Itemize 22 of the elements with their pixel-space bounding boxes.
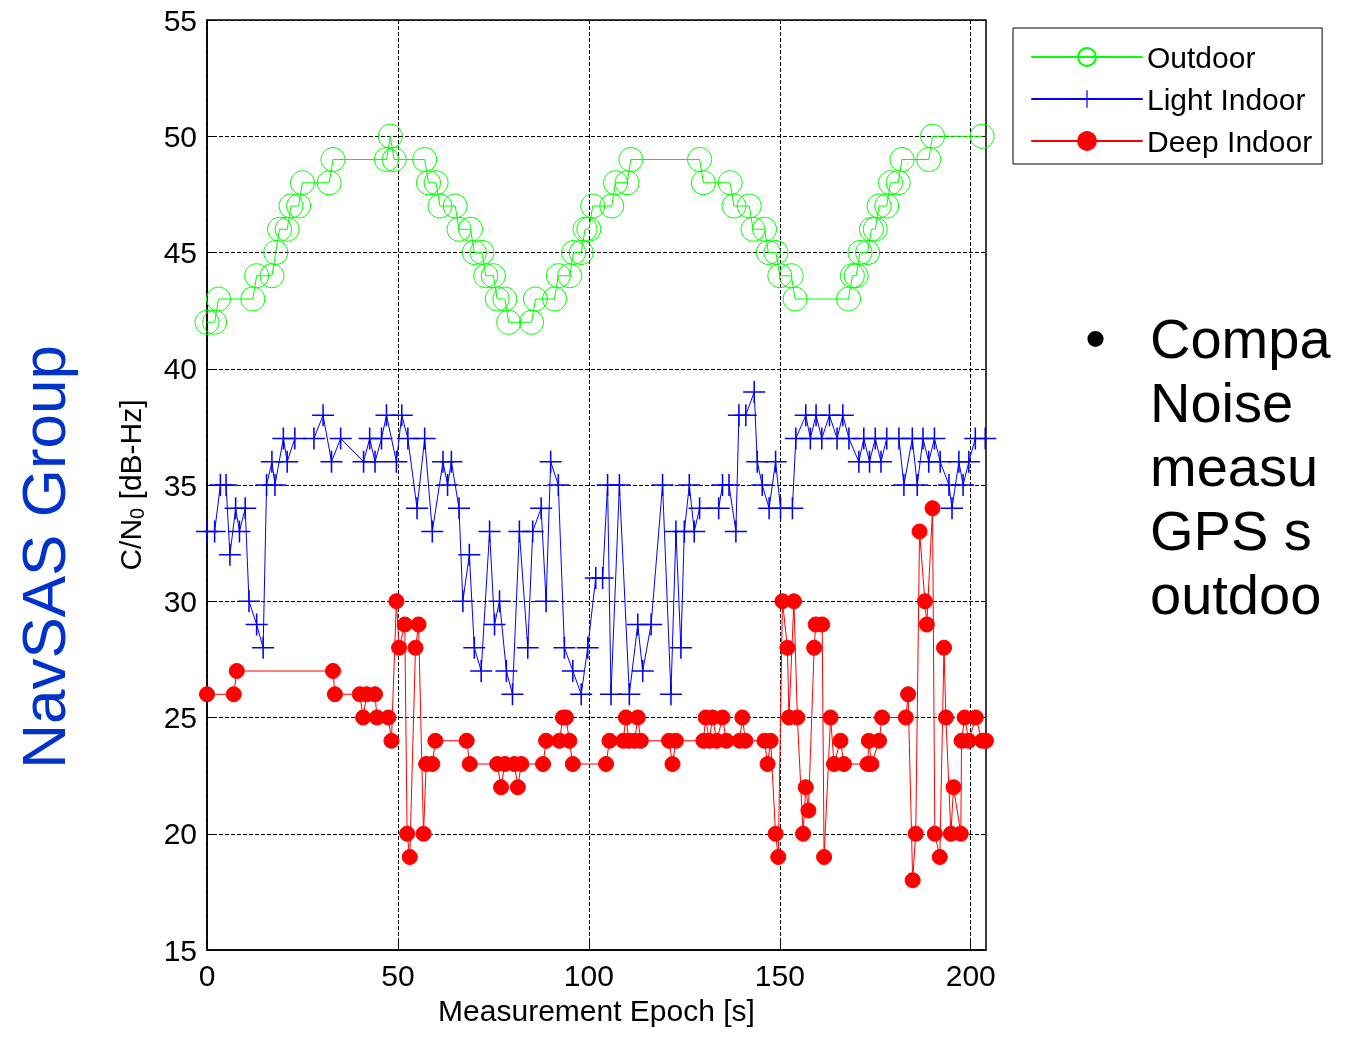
legend-label: Light Indoor <box>1147 82 1306 116</box>
y-axis-title: C/N0 [dB-Hz] <box>113 399 148 571</box>
x-tick-label: 150 <box>754 958 805 992</box>
x-tick-label: 0 <box>198 958 216 992</box>
x-tick-label: 100 <box>563 958 614 992</box>
x-tick-label: 50 <box>381 958 415 992</box>
y-tick-label: 15 <box>163 933 197 967</box>
text: • <box>1085 304 1107 372</box>
text: Compa Noise measu GPS s outdoo <box>1150 306 1332 626</box>
legend-label: Deep Indoor <box>1147 124 1313 158</box>
legend-label: Outdoor <box>1147 40 1256 74</box>
text: NavSAS Group <box>8 345 78 769</box>
y-tick-label: 40 <box>163 352 197 386</box>
y-tick-label: 20 <box>163 817 197 851</box>
x-axis-title: Measurement Epoch [s] <box>438 993 755 1027</box>
y-tick-label: 35 <box>163 468 197 502</box>
y-tick-label: 55 <box>163 3 197 37</box>
y-tick-label: 50 <box>163 119 197 153</box>
y-tick-label: 45 <box>163 236 197 269</box>
y-tick-label: 25 <box>163 701 197 734</box>
y-tick-label: 30 <box>163 584 197 618</box>
x-tick-label: 200 <box>945 958 996 992</box>
